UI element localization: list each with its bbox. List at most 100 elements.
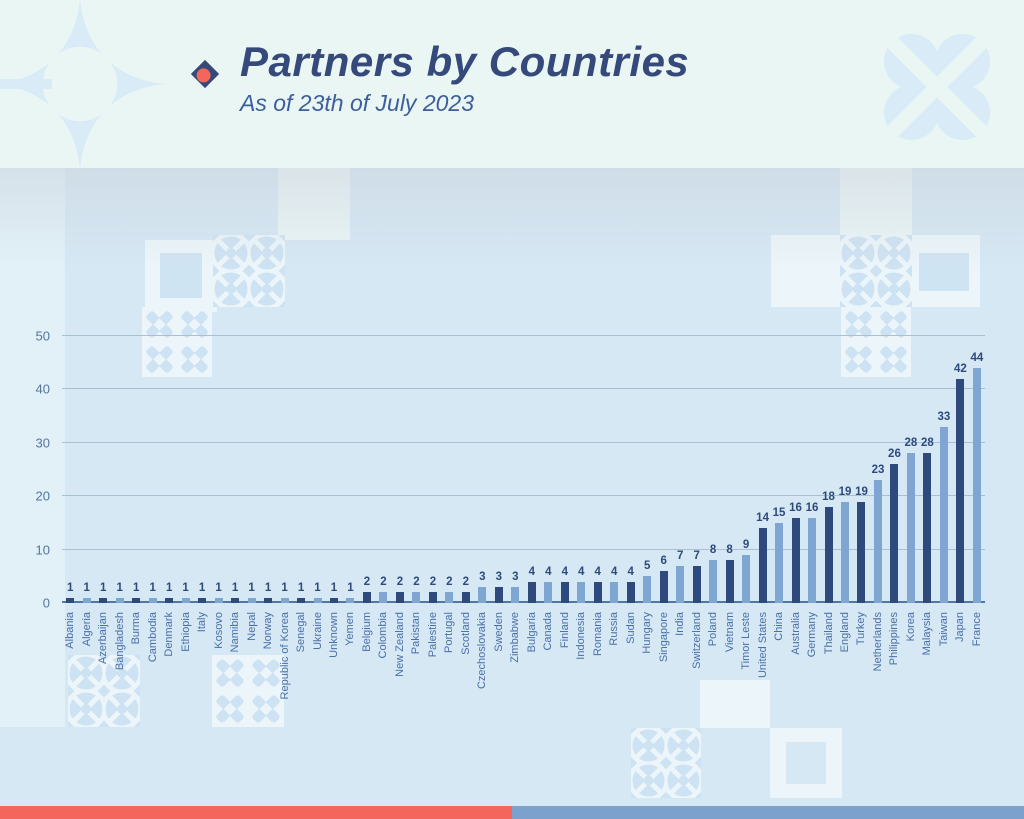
background-tile — [840, 168, 912, 235]
bar — [544, 581, 553, 603]
bar — [115, 597, 124, 603]
bar-value-label: 3 — [512, 570, 519, 583]
page-title: Partners by Countries — [240, 38, 690, 85]
category-label: Germany — [806, 612, 819, 658]
bar-group: 2 Portugal — [441, 336, 457, 653]
bar-value-label: 6 — [660, 554, 667, 567]
category-label: Australia — [789, 612, 802, 655]
bar-group: 4 Russia — [606, 336, 622, 646]
category-label: Hungary — [641, 612, 654, 654]
category-label: Burma — [130, 612, 143, 645]
category-label: India — [674, 612, 687, 636]
category-label: Belgium — [360, 612, 373, 652]
bar — [725, 560, 734, 603]
y-tick-label: 20 — [35, 488, 50, 504]
bar-value-label: 1 — [297, 581, 305, 594]
category-label: United States — [756, 612, 769, 679]
bar-value-label: 1 — [215, 581, 222, 594]
bar-group: 4 Finland — [557, 336, 573, 648]
bar-value-label: 2 — [413, 576, 420, 589]
bar-value-label: 1 — [116, 581, 123, 594]
bar-value-label: 1 — [330, 581, 338, 594]
bar-group: 1 Norway — [260, 336, 276, 650]
category-label: Republic of Korea — [278, 612, 291, 700]
bar-value-label: 1 — [67, 581, 74, 594]
category-label: Azerbaijan — [97, 612, 110, 664]
category-label: Colombia — [377, 612, 390, 659]
bar-group: 1 Kosovo — [210, 336, 226, 649]
footer-strip-red — [0, 806, 512, 819]
bar-value-label: 1 — [83, 581, 90, 594]
bar-value-label: 1 — [264, 581, 272, 594]
bar-value-label: 7 — [693, 549, 700, 562]
bar — [165, 597, 174, 603]
bar-value-label: 5 — [643, 560, 651, 573]
bar-value-label: 44 — [970, 352, 984, 365]
bar — [857, 501, 866, 603]
bar-group: 2 New Zealand — [392, 336, 408, 677]
bar-group: 16 Australia — [787, 336, 803, 655]
background-tile — [160, 253, 202, 298]
bar — [758, 528, 767, 603]
bar — [939, 426, 948, 603]
bar-value-label: 4 — [611, 565, 618, 578]
category-label: Norway — [262, 612, 275, 650]
category-label: Timor Leste — [740, 612, 753, 670]
bar-value-label: 4 — [528, 565, 535, 578]
bar-value-label: 1 — [165, 581, 173, 594]
bar — [890, 464, 899, 603]
bar — [676, 565, 685, 603]
bar-group: 1 Italy — [194, 336, 210, 633]
category-label: Switzerland — [690, 612, 703, 669]
bar — [841, 501, 849, 603]
bar-group: 18 Thailand — [820, 336, 836, 654]
bar-group: 1 Denmark — [161, 336, 177, 657]
bar-group: 44 France — [969, 336, 985, 646]
bar-value-label: 1 — [231, 581, 239, 594]
background-tile — [919, 253, 969, 291]
bar — [560, 581, 569, 603]
bar-group: 1 Albania — [62, 336, 78, 649]
category-label: Ethiopia — [179, 612, 192, 652]
bar — [395, 592, 404, 603]
bar-value-label: 4 — [627, 565, 634, 578]
bar-group: 3 Sweden — [491, 336, 507, 652]
bar — [66, 597, 75, 603]
category-label: Italy — [196, 612, 209, 633]
bar — [329, 597, 338, 603]
bar-group: 1 Algeria — [78, 336, 94, 647]
flower-pattern-tile — [840, 235, 912, 307]
category-label: Finland — [558, 612, 571, 649]
category-label: Sweden — [492, 612, 505, 652]
bar-value-label: 1 — [182, 581, 189, 594]
category-label: Netherlands — [871, 612, 884, 672]
bar-group: 7 Switzerland — [688, 336, 704, 669]
bar-value-label: 8 — [709, 544, 717, 557]
bar — [346, 597, 355, 603]
bar-group: 1 Nepal — [243, 336, 259, 641]
bar-value-label: 2 — [429, 576, 437, 589]
category-label: Palestine — [426, 612, 439, 658]
bar-value-label: 18 — [822, 490, 835, 503]
category-label: Bulgaria — [525, 612, 538, 653]
background-tile — [786, 742, 826, 784]
bar-value-label: 28 — [904, 437, 918, 450]
background-tile — [700, 680, 770, 728]
bar — [445, 592, 454, 603]
bar-group: 28 Malaysia — [919, 336, 935, 655]
background-tile — [0, 168, 65, 727]
bar — [923, 453, 932, 603]
category-label: Pakistan — [410, 612, 423, 655]
bar-value-label: 2 — [363, 576, 371, 589]
bar-group: 1 Namibia — [227, 336, 243, 653]
flower-pattern-tile — [213, 235, 285, 307]
bar-group: 2 Scotland — [458, 336, 474, 654]
bar — [511, 586, 520, 603]
y-tick-label: 30 — [35, 435, 50, 451]
bar — [610, 581, 619, 603]
bar-value-label: 2 — [380, 576, 387, 589]
bar-value-label: 1 — [198, 581, 206, 594]
bar-group: 33 Taiwan — [936, 336, 952, 646]
header: Partners by Countries As of 23th of July… — [0, 0, 1024, 170]
category-label: Russia — [608, 612, 621, 646]
